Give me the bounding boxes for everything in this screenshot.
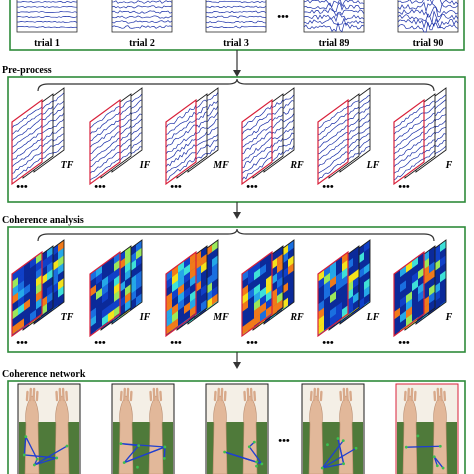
coh-cond-IF: IF bbox=[139, 312, 151, 323]
preprocess-bracket bbox=[37, 78, 435, 92]
stack-ellipsis: ••• bbox=[398, 337, 410, 349]
stack-ellipsis: ••• bbox=[94, 337, 106, 349]
trial-label-90: trial 90 bbox=[413, 38, 444, 49]
pre-cond-IF: IF bbox=[139, 160, 151, 171]
condition-stack bbox=[317, 87, 371, 186]
pre-cond-LF: LF bbox=[366, 160, 380, 171]
trial-label-89: trial 89 bbox=[319, 38, 350, 49]
condition-stack bbox=[165, 87, 219, 186]
trials-ellipsis: ••• bbox=[277, 11, 289, 23]
trial-thumbnail bbox=[16, 0, 78, 33]
condition-stack bbox=[165, 239, 219, 338]
trials-section: trial 1 trial 2 trial 3 ••• trial 89 tri… bbox=[9, 0, 465, 51]
condition-stack bbox=[11, 239, 65, 338]
trial-thumbnail bbox=[205, 0, 267, 33]
coherence-stacks bbox=[11, 239, 447, 338]
hand-network-panel bbox=[111, 383, 175, 474]
stack-ellipsis: ••• bbox=[322, 337, 334, 349]
preprocess-title: Pre-process bbox=[2, 65, 52, 76]
condition-stack bbox=[393, 87, 447, 186]
hand-network-panel bbox=[301, 383, 365, 474]
hand-network-panels bbox=[17, 383, 459, 474]
pre-cond-F: F bbox=[445, 160, 453, 171]
stack-ellipsis: ••• bbox=[398, 181, 410, 193]
preprocess-stacks bbox=[11, 87, 447, 186]
coherence-ellipsis-1: ••• bbox=[16, 337, 28, 349]
coh-cond-F: F bbox=[445, 312, 453, 323]
stack-ellipsis: ••• bbox=[322, 181, 334, 193]
coh-cond-MF: MF bbox=[212, 312, 229, 323]
network-frame bbox=[7, 380, 466, 474]
trial-thumbnail bbox=[303, 0, 365, 33]
trial-label-2: trial 2 bbox=[129, 38, 155, 49]
coh-cond-LF: LF bbox=[366, 312, 380, 323]
coh-cond-TF: TF bbox=[61, 312, 74, 323]
preprocess-ellipsis-1: ••• bbox=[16, 181, 28, 193]
coherence-title: Coherence analysis bbox=[2, 215, 84, 226]
preprocess-section: Pre-process TF IF MF RF LF F bbox=[2, 65, 466, 203]
condition-stack bbox=[241, 87, 295, 186]
trial-label-3: trial 3 bbox=[223, 38, 249, 49]
network-section: Coherence network ••• bbox=[2, 369, 466, 474]
condition-stack bbox=[317, 239, 371, 338]
flow-arrow-1 bbox=[233, 50, 241, 77]
hand-network-panel bbox=[205, 383, 269, 474]
stack-ellipsis: ••• bbox=[170, 181, 182, 193]
trial-thumbnail bbox=[111, 0, 173, 33]
condition-stack bbox=[393, 239, 447, 338]
flow-arrow-3 bbox=[233, 352, 241, 369]
pre-cond-RF: RF bbox=[289, 160, 304, 171]
trial-thumbnails bbox=[16, 0, 459, 33]
pre-cond-MF: MF bbox=[212, 160, 229, 171]
flow-arrow-2 bbox=[233, 202, 241, 219]
trial-thumbnail bbox=[397, 0, 459, 33]
pre-cond-TF: TF bbox=[61, 160, 74, 171]
coherence-section: Coherence analysis TF IF MF RF LF F bbox=[2, 215, 466, 353]
hand-network-panel bbox=[395, 383, 459, 474]
stack-ellipsis: ••• bbox=[246, 337, 258, 349]
trial-label-1: trial 1 bbox=[34, 38, 60, 49]
coherence-bracket bbox=[37, 228, 435, 242]
condition-stack bbox=[241, 239, 295, 338]
network-title: Coherence network bbox=[2, 369, 86, 380]
stack-ellipsis: ••• bbox=[94, 181, 106, 193]
coh-cond-RF: RF bbox=[289, 312, 304, 323]
network-ellipsis: ••• bbox=[278, 435, 290, 447]
condition-stack bbox=[89, 239, 143, 338]
condition-stack bbox=[11, 87, 65, 186]
hand-network-panel bbox=[17, 383, 81, 474]
condition-stack bbox=[89, 87, 143, 186]
stack-ellipsis: ••• bbox=[246, 181, 258, 193]
stack-ellipsis: ••• bbox=[170, 337, 182, 349]
